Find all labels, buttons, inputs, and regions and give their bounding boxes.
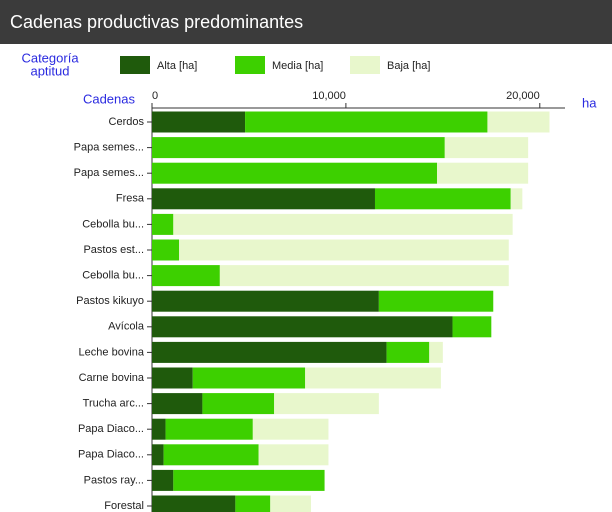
bar-segment	[152, 367, 193, 389]
bar-segment	[152, 290, 379, 312]
bar-segment	[165, 418, 253, 440]
bar-segment	[152, 162, 438, 184]
bar-segment	[235, 495, 271, 512]
bar-segment	[258, 444, 329, 466]
category-axis-label: Cadenas	[83, 91, 136, 106]
bar-segment	[173, 213, 513, 235]
y-tick-label: Trucha arc...	[83, 398, 144, 410]
legend-swatch	[120, 56, 150, 74]
y-tick-label: Cebolla bu...	[82, 270, 144, 282]
y-tick-label: Pastos ray...	[84, 474, 144, 486]
legend-title: aptitud	[30, 63, 69, 78]
bar-segment	[192, 367, 306, 389]
bar-segment	[252, 418, 329, 440]
bar-segment	[152, 188, 375, 210]
bar-segment	[152, 341, 387, 363]
y-tick-label: Papa Diaco...	[78, 449, 144, 461]
bar-segment	[152, 137, 445, 159]
bar-segment	[152, 495, 236, 512]
bar-segment	[179, 239, 509, 261]
bar-segment	[202, 393, 275, 415]
y-tick-label: Avícola	[108, 321, 145, 333]
y-tick-label: Papa semes...	[74, 167, 144, 179]
bar-segment	[305, 367, 441, 389]
x-tick-label: 0	[152, 90, 158, 102]
y-tick-label: Papa semes...	[74, 142, 144, 154]
x-tick-label: 10,000	[312, 90, 346, 102]
y-tick-label: Pastos kikuyo	[76, 295, 144, 307]
y-tick-label: Carne bovina	[79, 372, 145, 384]
bar-segment	[245, 111, 488, 133]
bar-segment	[152, 316, 453, 338]
bar-segment	[452, 316, 492, 338]
value-axis-label: ha	[582, 95, 597, 110]
bar-segment	[510, 188, 523, 210]
bar-segment	[487, 111, 550, 133]
bar-segment	[444, 137, 529, 159]
legend-title: Categoría	[21, 50, 79, 65]
bar-segment	[152, 265, 220, 287]
bar-segment	[163, 444, 259, 466]
bar-segment	[219, 265, 509, 287]
bar-segment	[152, 418, 166, 440]
x-tick-label: 20,000	[506, 90, 540, 102]
legend-label: Alta [ha]	[157, 60, 197, 72]
bar-segment	[378, 290, 494, 312]
y-tick-label: Papa Diaco...	[78, 423, 144, 435]
y-tick-label: Pastos est...	[83, 244, 144, 256]
bar-segment	[152, 213, 174, 235]
title-bar	[0, 0, 612, 44]
y-tick-label: Forestal	[104, 500, 144, 512]
bar-segment	[152, 393, 203, 415]
bar-segment	[270, 495, 311, 512]
bar-segment	[152, 239, 180, 261]
y-tick-label: Cebolla bu...	[82, 218, 144, 230]
bar-segment	[437, 162, 529, 184]
legend-label: Baja [ha]	[387, 60, 430, 72]
bar-segment	[274, 393, 379, 415]
bar-segment	[152, 469, 174, 491]
bar-segment	[429, 341, 443, 363]
y-tick-label: Cerdos	[109, 116, 145, 128]
legend-swatch	[350, 56, 380, 74]
y-tick-label: Leche bovina	[79, 346, 145, 358]
chart-title: Cadenas productivas predominantes	[10, 12, 303, 32]
legend-label: Media [ha]	[272, 60, 323, 72]
bar-segment	[173, 469, 325, 491]
y-tick-label: Fresa	[116, 193, 145, 205]
bar-segment	[386, 341, 430, 363]
bar-segment	[152, 444, 164, 466]
legend-swatch	[235, 56, 265, 74]
bar-segment	[374, 188, 511, 210]
bar-segment	[152, 111, 246, 133]
